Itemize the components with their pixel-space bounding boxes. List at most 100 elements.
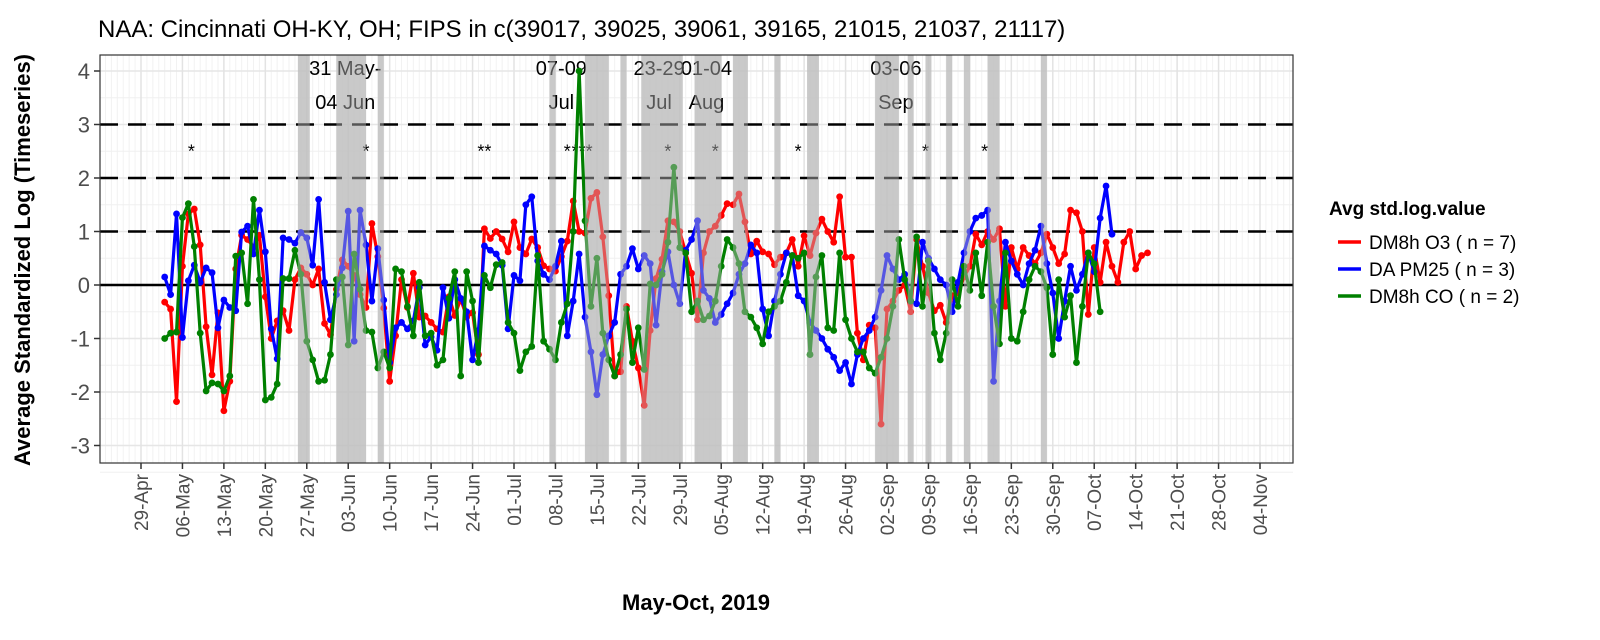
y-tick-label: 2 — [78, 166, 90, 191]
data-point — [173, 328, 180, 336]
data-point — [990, 236, 997, 243]
x-tick-label: 26-Aug — [837, 474, 858, 535]
data-point — [646, 280, 654, 288]
data-point — [759, 305, 767, 313]
data-point — [1078, 303, 1086, 310]
data-point — [996, 225, 1003, 233]
data-point — [546, 276, 553, 284]
data-point — [1061, 313, 1069, 321]
data-point — [895, 236, 903, 243]
data-point — [664, 238, 672, 246]
data-point — [753, 249, 761, 257]
data-point — [688, 269, 696, 277]
data-point — [593, 391, 601, 399]
data-point — [190, 205, 198, 213]
x-tick-label: 30-Sep — [1044, 474, 1065, 535]
data-point — [285, 275, 293, 282]
data-point — [824, 345, 832, 353]
data-point — [895, 276, 903, 284]
data-point — [812, 229, 820, 237]
data-point — [919, 238, 926, 246]
data-point — [167, 291, 175, 299]
data-point — [374, 245, 382, 253]
data-point — [942, 281, 950, 289]
data-point — [1013, 337, 1021, 345]
data-point — [623, 262, 630, 270]
data-point — [694, 217, 701, 225]
star-marker: * — [362, 142, 369, 162]
data-point — [463, 268, 471, 276]
data-point — [1055, 335, 1063, 342]
data-point — [445, 294, 453, 302]
shaded-period — [297, 55, 310, 463]
data-point — [972, 230, 980, 238]
data-point — [836, 249, 844, 257]
data-point — [1096, 308, 1104, 316]
data-point — [735, 260, 743, 267]
data-point — [261, 396, 269, 404]
x-tick-label: 29-Apr — [132, 473, 153, 531]
shaded-period — [1040, 55, 1047, 463]
shaded-period — [946, 55, 953, 463]
data-point — [747, 241, 755, 249]
data-point — [1043, 230, 1051, 238]
data-point — [315, 265, 323, 273]
data-point — [510, 329, 518, 337]
data-point — [676, 244, 684, 251]
x-tick-label: 10-Jun — [381, 474, 402, 532]
data-point — [534, 252, 542, 259]
data-point — [694, 297, 701, 305]
data-point — [593, 189, 601, 196]
x-tick-label: 12-Aug — [754, 474, 775, 535]
data-point — [208, 379, 216, 387]
star-marker: * — [188, 142, 195, 162]
data-point — [883, 335, 891, 342]
data-point — [386, 364, 394, 372]
data-point — [433, 361, 441, 369]
data-point — [777, 297, 784, 305]
shaded-period-overlay — [377, 55, 384, 463]
data-point — [179, 214, 186, 221]
data-point — [1126, 228, 1134, 235]
data-point — [575, 228, 583, 235]
data-point — [629, 245, 636, 253]
data-point — [1144, 249, 1151, 257]
data-point — [528, 343, 536, 350]
data-point — [273, 380, 281, 388]
data-point — [1019, 308, 1027, 316]
data-point — [806, 351, 814, 358]
data-point — [759, 340, 767, 348]
data-point — [184, 277, 192, 285]
data-point — [368, 328, 376, 336]
data-point — [475, 359, 482, 366]
data-point — [942, 329, 950, 337]
data-point — [771, 303, 778, 310]
shaded-period-overlay — [925, 55, 932, 463]
data-point — [161, 298, 169, 306]
data-point — [605, 292, 613, 300]
data-point — [267, 325, 275, 333]
data-point — [830, 353, 838, 361]
data-point — [877, 420, 885, 428]
shaded-period — [377, 55, 384, 463]
data-point — [415, 278, 423, 286]
data-point — [930, 265, 938, 273]
data-point — [717, 262, 725, 270]
data-point — [729, 289, 737, 297]
data-point — [374, 364, 382, 372]
data-point — [1037, 268, 1045, 276]
data-point — [936, 356, 944, 364]
shaded-period-overlay — [987, 55, 1000, 463]
data-point — [705, 228, 713, 235]
data-point — [1013, 270, 1021, 278]
shaded-period-overlay — [297, 55, 310, 463]
data-point — [486, 235, 494, 242]
data-point — [717, 212, 725, 219]
x-axis-label: May-Oct, 2019 — [622, 590, 770, 615]
data-point — [818, 252, 826, 259]
data-point — [528, 235, 536, 243]
data-point — [1055, 276, 1063, 284]
data-point — [806, 252, 814, 259]
shaded-period-overlay — [585, 55, 609, 463]
data-point — [1055, 260, 1063, 267]
